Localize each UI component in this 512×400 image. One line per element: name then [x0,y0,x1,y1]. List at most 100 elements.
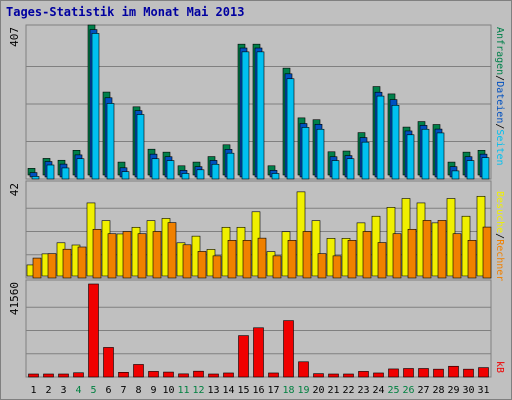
bar-rechner-day-6 [107,233,117,279]
bar-kb-day-16 [253,327,264,378]
x-tick-label-23: 23 [357,385,369,396]
bar-seiten-day-2 [46,164,55,180]
bar-rechner-day-2 [47,253,57,279]
y-max-label-visits: 42 [8,183,21,196]
x-tick-label-14: 14 [222,385,234,396]
bar-kb-day-5 [88,283,99,378]
x-tick-label-5: 5 [90,385,96,396]
bar-rechner-day-8 [137,233,147,279]
bar-kb-day-17 [268,372,279,378]
x-tick-label-1: 1 [30,385,36,396]
bar-kb-day-8 [133,364,144,378]
bar-rechner-day-14 [227,240,237,279]
bar-kb-day-29 [448,365,459,378]
bar-kb-day-3 [58,373,69,378]
bar-rechner-day-29 [452,233,462,279]
x-tick-label-20: 20 [312,385,324,396]
bar-rechner-day-3 [62,248,72,279]
bar-rechner-day-28 [437,220,447,279]
bar-rechner-day-12 [197,251,207,279]
bar-kb-day-25 [388,368,399,378]
bar-seiten-day-11 [181,173,190,180]
bar-rechner-day-9 [152,231,162,279]
x-tick-label-2: 2 [45,385,51,396]
bar-seiten-day-31 [481,157,490,180]
bar-seiten-day-1 [31,176,40,180]
bar-rechner-day-11 [182,244,192,279]
bar-seiten-day-7 [121,171,130,180]
x-tick-label-12: 12 [192,385,204,396]
bar-seiten-day-5 [91,33,100,180]
y-max-label-kb: 41560 [8,282,21,315]
y-max-label-hits: 407 [8,27,21,47]
bar-seiten-day-15 [241,51,250,180]
bar-seiten-day-10 [166,160,175,180]
bar-seiten-day-21 [331,160,340,180]
bar-kb-day-12 [193,370,204,378]
x-tick-label-9: 9 [150,385,156,396]
bar-seiten-day-22 [346,158,355,180]
x-tick-label-6: 6 [105,385,111,396]
bar-rechner-day-23 [362,231,372,279]
bar-kb-day-30 [463,368,474,378]
legend-rechner: Rechner [494,239,505,281]
bar-rechner-day-16 [257,237,267,279]
legend-anfragen: Anfragen [494,27,505,75]
bar-kb-day-21 [328,373,339,378]
bar-kb-day-22 [343,373,354,378]
bar-kb-day-7 [118,372,129,378]
bar-seiten-day-25 [391,104,400,180]
bar-kb-day-26 [403,368,414,378]
x-tick-label-31: 31 [477,385,489,396]
bar-kb-day-20 [313,373,324,378]
x-tick-label-13: 13 [207,385,219,396]
bar-kb-day-31 [478,367,489,378]
x-tick-label-29: 29 [447,385,459,396]
legend-sep-2: / [494,123,505,129]
bar-kb-day-27 [418,368,429,378]
bar-rechner-day-1 [32,257,42,279]
bar-seiten-day-23 [361,141,370,180]
legend-sep-1: / [494,75,505,81]
bar-rechner-day-26 [407,228,417,279]
x-tick-label-26: 26 [402,385,414,396]
bar-seiten-day-3 [61,167,70,180]
bar-seiten-day-9 [151,158,160,180]
bar-seiten-day-4 [76,158,85,180]
bar-rechner-day-5 [92,228,102,279]
bar-kb-day-14 [223,372,234,378]
x-tick-label-3: 3 [60,385,66,396]
legend-visits: Besuche/Rechner [494,191,505,281]
legend-dateien: Dateien [494,81,505,123]
bar-rechner-day-30 [467,240,477,279]
x-tick-label-22: 22 [342,385,354,396]
bar-seiten-day-6 [106,103,115,180]
bar-besuche-day-20 [311,220,321,277]
bar-seiten-day-27 [421,128,430,180]
panel-kb: 41560 [8,279,492,378]
x-tick-label-28: 28 [432,385,444,396]
bar-kb-day-24 [373,372,384,378]
bar-seiten-day-14 [226,152,235,180]
panel-visits: 42 [8,180,492,279]
bar-seiten-day-8 [136,114,145,180]
bar-rechner-day-24 [377,242,387,279]
bar-rechner-day-18 [287,240,297,279]
bar-seiten-day-17 [271,173,280,180]
bar-kb-day-1 [28,373,39,378]
x-tick-label-19: 19 [297,385,309,396]
x-tick-label-4: 4 [75,385,81,396]
x-tick-label-16: 16 [252,385,264,396]
legend-besuche: Besuche [494,191,505,233]
bar-kb-day-15 [238,335,249,378]
x-tick-label-27: 27 [417,385,429,396]
x-tick-label-10: 10 [162,385,174,396]
x-tick-label-15: 15 [237,385,249,396]
bar-seiten-day-30 [466,160,475,180]
bar-rechner-day-25 [392,233,402,279]
panel-hits: 407 [8,24,492,180]
bar-rechner-day-15 [242,240,252,279]
bar-seiten-day-13 [211,163,220,180]
bar-rechner-day-22 [347,240,357,279]
